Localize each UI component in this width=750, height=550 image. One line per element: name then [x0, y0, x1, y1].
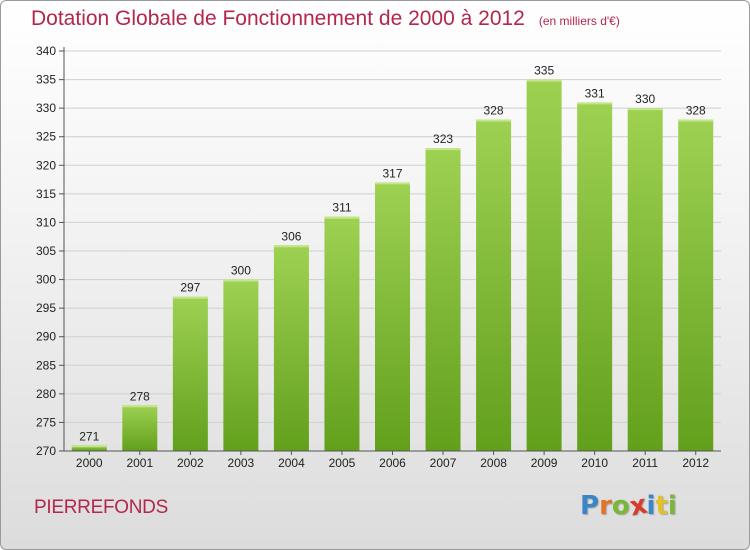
logo-letter: t — [655, 491, 668, 521]
y-tick-label: 310 — [36, 215, 56, 229]
bar-2003 — [223, 279, 259, 451]
y-tick-label: 280 — [36, 387, 56, 401]
chart-subtitle: (en milliers d'€) — [538, 14, 620, 28]
bar-2010 — [577, 102, 613, 451]
bar-top-edge — [223, 279, 259, 282]
bar-2004 — [273, 245, 309, 451]
data-label: 297 — [180, 281, 200, 295]
data-label: 328 — [686, 104, 706, 118]
bar-2005 — [324, 216, 360, 451]
data-label: 330 — [635, 92, 655, 106]
x-tick-label: 2005 — [329, 456, 356, 470]
y-tick-label: 300 — [36, 273, 56, 287]
bar-top-edge — [273, 245, 309, 248]
bar-top-edge — [476, 119, 512, 122]
y-tick-label: 295 — [36, 301, 56, 315]
bar-2007 — [425, 148, 461, 451]
x-tick-label: 2004 — [278, 456, 305, 470]
x-tick-label: 2008 — [480, 456, 507, 470]
bar-top-edge — [71, 445, 107, 448]
x-tick-label: 2009 — [531, 456, 558, 470]
logo-letter: i — [646, 491, 656, 521]
bar-2009 — [526, 79, 562, 452]
labels: 270 275 280 285 290 295 300 305 310 315 320 325 330 3… — [36, 44, 709, 470]
bar-top-edge — [425, 148, 461, 151]
bar-top-edge — [678, 119, 714, 122]
bar-2001 — [122, 405, 158, 451]
bar-top-edge — [122, 405, 158, 408]
y-tick-label: 340 — [36, 44, 56, 58]
logo-letter: o — [611, 491, 630, 521]
location-name: PIERREFONDS — [34, 497, 168, 518]
y-tick-label: 275 — [36, 415, 56, 429]
logo-letter: P — [580, 491, 600, 521]
y-tick-label: 325 — [36, 130, 56, 144]
data-label: 335 — [534, 64, 554, 78]
bar-top-edge — [526, 79, 562, 82]
x-tick-label: 2000 — [76, 456, 103, 470]
bar-2002 — [172, 296, 208, 451]
data-label: 271 — [79, 429, 99, 443]
y-tick-label: 290 — [36, 330, 56, 344]
bar-top-edge — [577, 102, 613, 105]
y-tick-label: 315 — [36, 187, 56, 201]
bar-2008 — [476, 119, 512, 452]
y-tick-label: 320 — [36, 158, 56, 172]
x-tick-label: 2003 — [228, 456, 255, 470]
bar-top-edge — [375, 182, 410, 185]
data-label: 311 — [332, 201, 351, 215]
y-tick-label: 330 — [36, 101, 56, 115]
chart-title: Dotation Globale de Fonctionnement de 20… — [31, 7, 620, 31]
y-tick-label: 335 — [36, 73, 56, 87]
logo-letter: i — [667, 491, 677, 521]
bar-top-edge — [172, 296, 208, 299]
axes — [59, 47, 721, 455]
data-label: 331 — [585, 86, 605, 100]
x-tick-label: 2001 — [126, 456, 153, 470]
x-tick-label: 2006 — [379, 456, 406, 470]
bar-2012 — [678, 119, 714, 452]
data-label: 306 — [281, 229, 301, 243]
data-label: 323 — [433, 132, 453, 146]
data-label: 278 — [130, 389, 150, 403]
data-label: 300 — [231, 264, 251, 278]
bar-2000 — [71, 445, 107, 451]
x-tick-label: 2012 — [682, 456, 709, 470]
logo-letter: r — [599, 491, 612, 521]
y-tick-label: 270 — [36, 444, 56, 458]
bar-top-edge — [627, 108, 663, 111]
x-tick-label: 2011 — [632, 456, 658, 470]
x-tick-label: 2007 — [430, 456, 457, 470]
data-label: 328 — [484, 104, 504, 118]
x-tick-label: 2002 — [177, 456, 204, 470]
chart-title-text: Dotation Globale de Fonctionnement de 20… — [31, 7, 525, 30]
bars — [71, 79, 714, 452]
bar-2011 — [627, 108, 663, 452]
bar-2006 — [375, 182, 410, 451]
y-tick-label: 285 — [36, 358, 56, 372]
y-tick-label: 305 — [36, 244, 56, 258]
proxiti-logo[interactable]: Proxiti — [580, 490, 677, 523]
data-label: 317 — [382, 166, 402, 180]
x-tick-label: 2010 — [581, 456, 608, 470]
bar-top-edge — [324, 216, 360, 219]
